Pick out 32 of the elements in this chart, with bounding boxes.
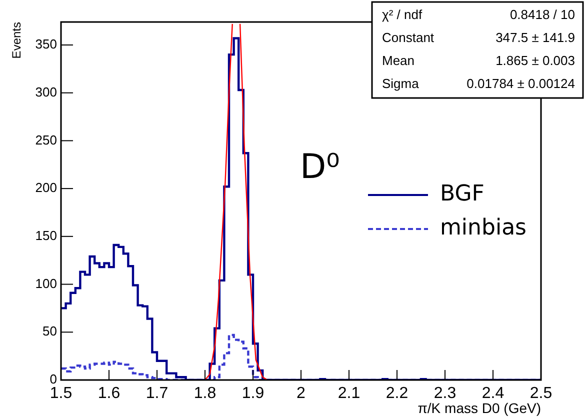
x-tick-label: 1.6: [98, 385, 120, 402]
annotation: Constant: [382, 30, 434, 46]
x-tick-label: 1.7: [146, 385, 168, 402]
legend-label: minbias: [440, 216, 527, 241]
x-axis-title: π/K mass D0 (GeV): [418, 400, 541, 416]
x-tick-label: 1.5: [50, 385, 72, 402]
y-tick-label: 350: [35, 36, 57, 52]
y-tick-label: 0: [50, 372, 57, 387]
annotation: Sigma: [382, 76, 420, 92]
annotation: 347.5 ± 141.9: [496, 30, 575, 46]
y-tick-label: 200: [35, 180, 57, 196]
x-tick-label: 1.8: [194, 385, 216, 402]
annotation: Mean: [382, 53, 415, 68]
legend-label: BGF: [440, 182, 484, 207]
y-axis-title: Events: [9, 22, 24, 59]
x-tick-label: 2: [296, 385, 306, 402]
y-tick-label: 150: [35, 228, 57, 243]
annotation: 0.8418 / 10: [510, 7, 575, 22]
x-tick-label: 2.5: [530, 385, 552, 402]
x-tick-label: 2.4: [482, 385, 504, 402]
annotation: χ² / ndf: [382, 7, 422, 22]
x-tick-label: 2.1: [338, 385, 360, 402]
y-tick-label: 250: [35, 132, 57, 148]
annotation: 0.01784 ± 0.00124: [466, 76, 575, 92]
y-tick-label: 100: [35, 276, 57, 291]
x-tick-label: 1.9: [242, 385, 264, 402]
annotation: D⁰: [300, 147, 340, 187]
y-tick-label: 300: [35, 84, 57, 100]
y-tick-label: 50: [42, 324, 57, 339]
annotation: 1.865 ± 0.003: [496, 53, 575, 68]
x-tick-label: 2.2: [386, 385, 408, 402]
x-tick-label: 2.3: [434, 385, 456, 402]
